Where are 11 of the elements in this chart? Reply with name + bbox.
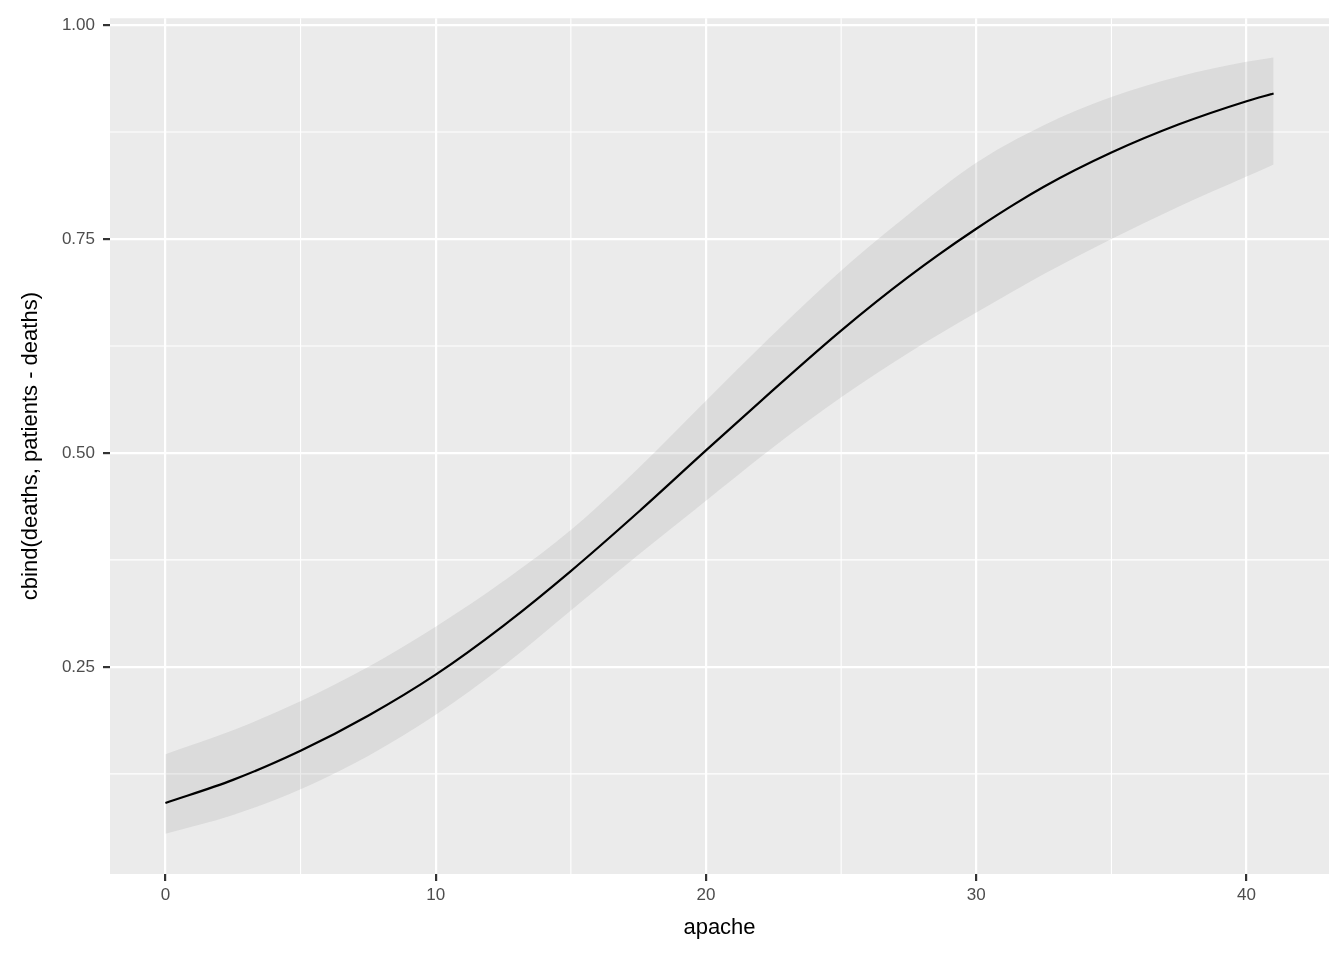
x-tick-label: 40: [1237, 884, 1257, 904]
y-tick-label: 0.25: [61, 656, 95, 676]
x-tick-label: 30: [966, 884, 986, 904]
x-axis-title: apache: [683, 913, 756, 939]
x-tick-label: 10: [426, 884, 446, 904]
y-tick-label: 1.00: [61, 14, 95, 34]
y-tick-label: 0.50: [61, 442, 95, 462]
y-axis-title: cbind(deaths, patients - deaths): [17, 292, 43, 601]
x-tick-label: 0: [160, 884, 171, 904]
y-tick-label: 0.75: [61, 228, 95, 248]
x-tick-label: 20: [696, 884, 716, 904]
